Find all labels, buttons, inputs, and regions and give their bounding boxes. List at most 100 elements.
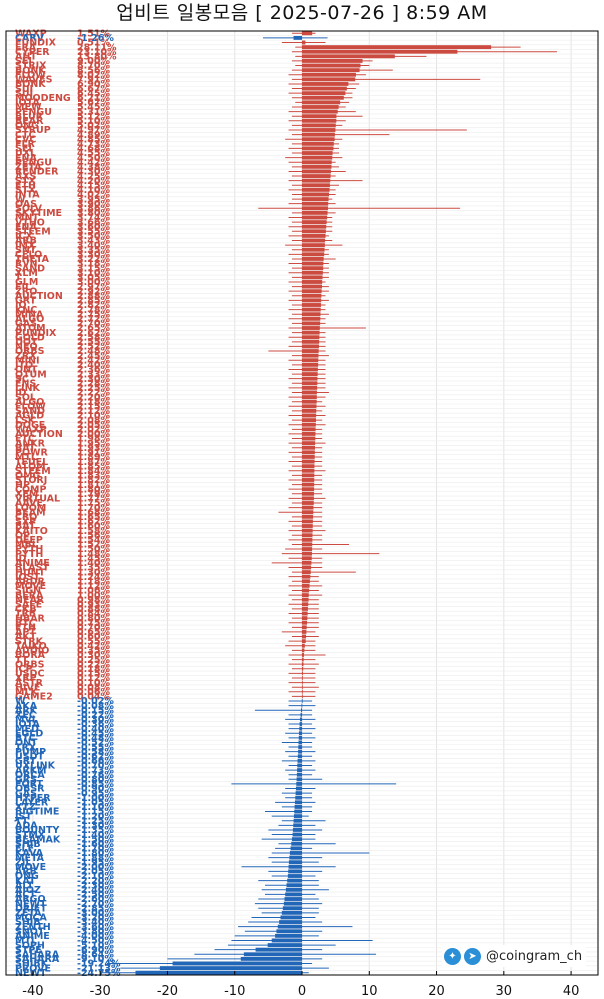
bar [302, 321, 321, 326]
row-pct-label: 3.50% [77, 231, 110, 242]
bar [302, 533, 313, 538]
bar [302, 676, 303, 680]
bar [302, 547, 313, 551]
row-pct-label: 2.58% [77, 332, 110, 343]
bar [300, 712, 302, 717]
row-name-label: ARB [15, 867, 37, 878]
row-name-label: OAS [15, 199, 37, 210]
bar [288, 869, 302, 874]
row-name-label: SNT [15, 245, 37, 256]
row-pct-label: -0.15% [77, 705, 114, 716]
row-pct-label: 1.84% [77, 466, 110, 477]
bar [298, 745, 302, 749]
row-pct-label: -1.20% [77, 811, 114, 822]
bar [302, 82, 349, 86]
row-name-label: XEM [15, 489, 38, 500]
row-pct-label: -2.05% [77, 867, 114, 878]
row-name-label: FORT [15, 779, 43, 790]
bar [302, 155, 333, 160]
row-name-label: SAHARA [15, 954, 60, 965]
row-pct-label: 6.90% [77, 79, 110, 90]
row-name-label: STEEM [15, 227, 51, 238]
row-pct-label: -1.05% [77, 798, 114, 809]
row-name-label: ZRO [15, 286, 37, 297]
x-tick-label: 10 [361, 984, 378, 999]
bar [302, 588, 310, 593]
bar [302, 169, 331, 174]
row-name-label: ORBS [15, 346, 45, 357]
row-name-label: PUMP [15, 747, 46, 758]
row-pct-label: 2.88% [77, 291, 110, 302]
bar [282, 906, 302, 911]
bar [302, 270, 323, 275]
row-name-label: VIRTUAL [15, 494, 60, 505]
row-name-label: ETH [15, 180, 36, 191]
bar [302, 275, 323, 280]
row-pct-label: 4.68% [77, 144, 110, 155]
row-pct-label: 1.06% [77, 586, 110, 597]
row-pct-label: 0.70% [77, 623, 110, 634]
x-axis-ticks: -40 -30 -20 -10 0 10 20 30 40 [22, 971, 579, 999]
bar [302, 307, 321, 312]
bar [295, 786, 302, 791]
row-pct-label: 2.75% [77, 309, 110, 320]
row-pct-label: 3.60% [77, 222, 110, 233]
bar [300, 708, 302, 713]
row-name-label: USDC [15, 669, 44, 680]
bar [296, 772, 302, 777]
row-pct-label: -2.00% [77, 862, 114, 873]
row-name-label: CRO [15, 512, 37, 523]
row-pct-label: -1.00% [77, 793, 114, 804]
bar [302, 86, 347, 91]
row-pct-label: 3.55% [77, 227, 110, 238]
row-name-label: IQ [15, 300, 27, 311]
row-name-label: VTHO [15, 217, 45, 228]
row-name-label: STMX [15, 830, 46, 841]
row-pct-label: 1.83% [77, 471, 110, 482]
row-name-label: TAIKO [15, 641, 47, 652]
row-name-label: OBSR [15, 784, 45, 795]
row-name-label: AXS [15, 171, 37, 182]
bar [302, 583, 310, 588]
row-pct-label: 9.00% [77, 56, 110, 67]
bar [302, 450, 315, 455]
row-pct-label: 1.79% [77, 489, 110, 500]
row-name-label: STX [15, 176, 36, 187]
bar [302, 349, 319, 353]
row-name-label: ATOM [15, 323, 46, 334]
row-name-label: LINK [15, 383, 41, 394]
row-name-label: SAND [15, 406, 45, 417]
bar [302, 160, 332, 165]
row-pct-label: 3.74% [77, 213, 110, 224]
row-name-label: ICP [15, 664, 33, 675]
watermark-handle: @coingram_ch [486, 948, 583, 964]
row-pct-label: -2.20% [77, 876, 114, 887]
row-pct-label: 1.52% [77, 540, 110, 551]
row-name-label: SAND [15, 263, 45, 274]
row-pct-label: -0.52% [77, 738, 114, 749]
row-name-label: RVN [15, 259, 38, 270]
bar [302, 164, 332, 169]
row-pct-label: -1.40% [77, 830, 114, 841]
row-name-label: TRX [15, 742, 37, 753]
row-name-label: XTZ [15, 802, 36, 813]
row-pct-label: 0.55% [77, 636, 110, 647]
row-pct-label: 2.00% [77, 429, 110, 440]
row-name-label: W [15, 696, 26, 707]
row-name-label: SXP [15, 517, 36, 528]
row-name-label: ARK [15, 705, 38, 716]
bar [302, 487, 315, 492]
bar [302, 570, 311, 575]
bar [285, 892, 302, 897]
row-name-label: MBL [15, 540, 38, 551]
x-tick-label: -20 [157, 984, 178, 999]
row-pct-label: 5.45% [77, 102, 110, 113]
row-pct-label: -2.50% [77, 890, 114, 901]
row-pct-label: 4.10% [77, 185, 110, 196]
row-pct-label: 0.42% [77, 641, 110, 652]
row-pct-label: 3.80% [77, 208, 110, 219]
row-pct-label: 3.66% [77, 217, 110, 228]
row-pct-label: -1.25% [77, 816, 114, 827]
row-pct-label: -0.36% [77, 719, 114, 730]
bar [302, 418, 316, 423]
